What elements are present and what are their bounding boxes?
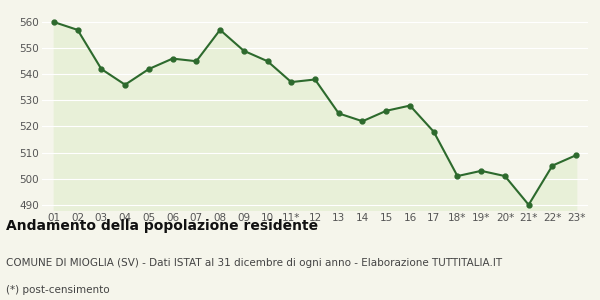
Text: (*) post-censimento: (*) post-censimento: [6, 285, 110, 295]
Text: Andamento della popolazione residente: Andamento della popolazione residente: [6, 219, 318, 233]
Text: COMUNE DI MIOGLIA (SV) - Dati ISTAT al 31 dicembre di ogni anno - Elaborazione T: COMUNE DI MIOGLIA (SV) - Dati ISTAT al 3…: [6, 258, 502, 268]
